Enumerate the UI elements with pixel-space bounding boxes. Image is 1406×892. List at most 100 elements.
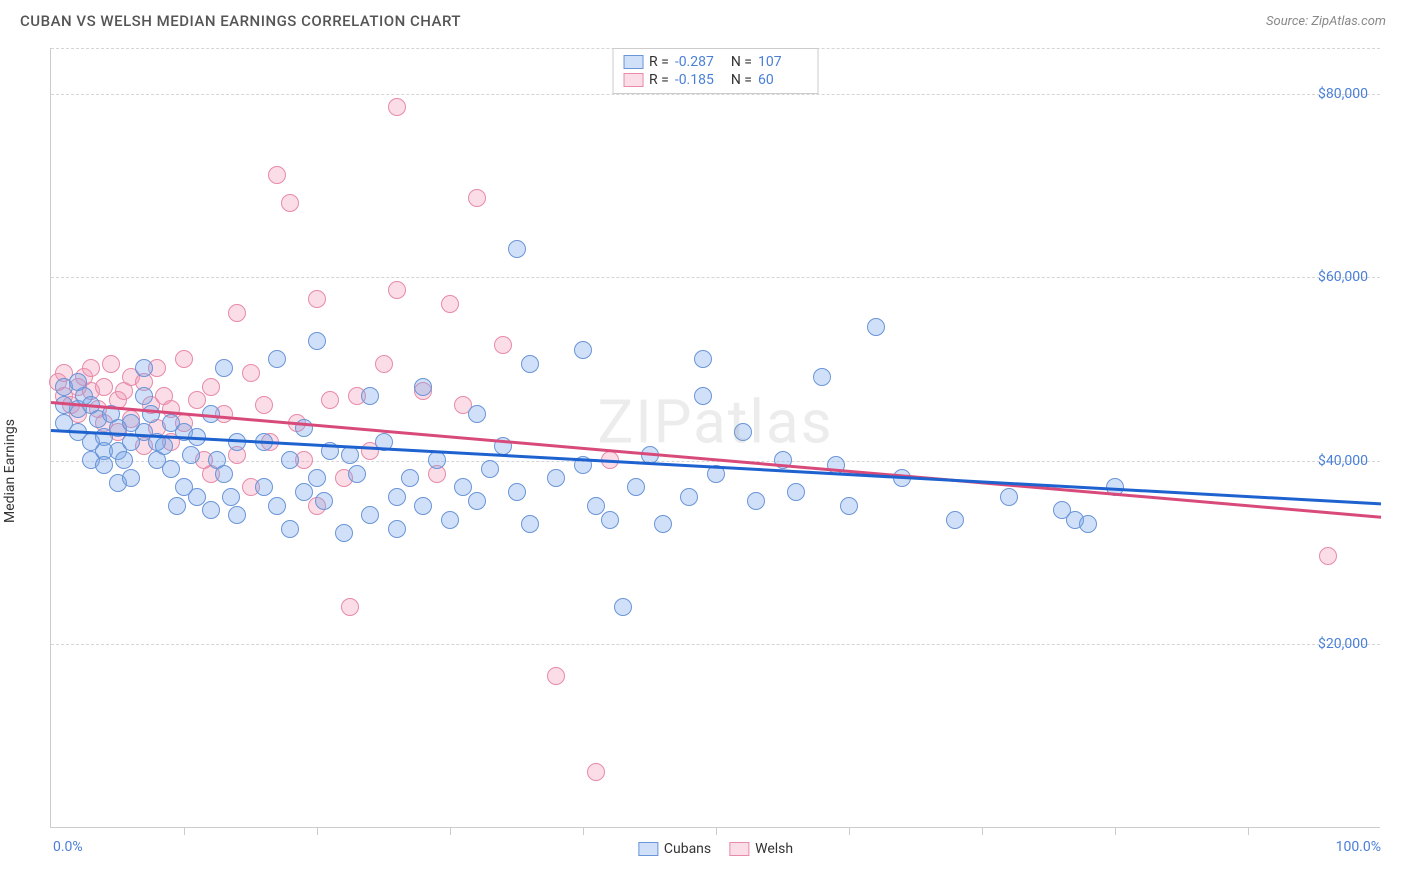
x-tick bbox=[450, 827, 451, 835]
plot-area: ZIPatlas R = -0.287 N = 107 R = -0.185 N… bbox=[50, 48, 1380, 828]
gridline bbox=[51, 461, 1380, 462]
data-point bbox=[155, 437, 173, 455]
chart-container: Median Earnings ZIPatlas R = -0.287 N = … bbox=[0, 38, 1406, 888]
y-tick-label: $40,000 bbox=[1318, 453, 1368, 469]
data-point bbox=[388, 98, 406, 116]
data-point bbox=[348, 465, 366, 483]
data-point bbox=[680, 488, 698, 506]
data-point bbox=[388, 520, 406, 538]
data-point bbox=[115, 451, 133, 469]
data-point bbox=[375, 355, 393, 373]
legend-item-cubans: Cubans bbox=[638, 841, 711, 857]
data-point bbox=[401, 469, 419, 487]
data-point bbox=[1000, 488, 1018, 506]
x-tick-label-max: 100.0% bbox=[1336, 839, 1381, 855]
data-point bbox=[521, 355, 539, 373]
data-point bbox=[308, 332, 326, 350]
data-point bbox=[747, 492, 765, 510]
data-point bbox=[315, 492, 333, 510]
data-point bbox=[468, 492, 486, 510]
data-point bbox=[228, 506, 246, 524]
swatch-welsh-icon bbox=[729, 842, 749, 856]
data-point bbox=[481, 460, 499, 478]
data-point bbox=[428, 451, 446, 469]
data-point bbox=[654, 515, 672, 533]
data-point bbox=[441, 295, 459, 313]
data-point bbox=[142, 405, 160, 423]
data-point bbox=[95, 456, 113, 474]
series-legend: Cubans Welsh bbox=[638, 841, 793, 857]
data-point bbox=[694, 387, 712, 405]
swatch-cubans-icon bbox=[623, 55, 643, 69]
data-point bbox=[268, 350, 286, 368]
data-point bbox=[295, 483, 313, 501]
y-tick-label: $80,000 bbox=[1318, 86, 1368, 102]
data-point bbox=[341, 598, 359, 616]
data-point bbox=[414, 497, 432, 515]
data-point bbox=[867, 318, 885, 336]
data-point bbox=[441, 511, 459, 529]
data-point bbox=[361, 387, 379, 405]
data-point bbox=[946, 511, 964, 529]
x-tick bbox=[184, 827, 185, 835]
x-tick bbox=[583, 827, 584, 835]
data-point bbox=[168, 497, 186, 515]
stats-legend: R = -0.287 N = 107 R = -0.185 N = 60 bbox=[612, 48, 819, 94]
stats-row-welsh: R = -0.185 N = 60 bbox=[623, 71, 808, 89]
data-point bbox=[308, 290, 326, 308]
data-point bbox=[388, 281, 406, 299]
watermark: ZIPatlas bbox=[597, 386, 833, 457]
y-tick-label: $60,000 bbox=[1318, 269, 1368, 285]
data-point bbox=[840, 497, 858, 515]
data-point bbox=[508, 240, 526, 258]
data-point bbox=[547, 667, 565, 685]
data-point bbox=[574, 341, 592, 359]
data-point bbox=[268, 497, 286, 515]
data-point bbox=[813, 368, 831, 386]
data-point bbox=[521, 515, 539, 533]
data-point bbox=[361, 506, 379, 524]
data-point bbox=[175, 350, 193, 368]
gridline bbox=[51, 277, 1380, 278]
data-point bbox=[468, 405, 486, 423]
data-point bbox=[787, 483, 805, 501]
data-point bbox=[494, 336, 512, 354]
data-point bbox=[182, 446, 200, 464]
data-point bbox=[255, 478, 273, 496]
swatch-welsh-icon bbox=[623, 73, 643, 87]
data-point bbox=[414, 378, 432, 396]
data-point bbox=[388, 488, 406, 506]
data-point bbox=[1319, 547, 1337, 565]
data-point bbox=[468, 189, 486, 207]
data-point bbox=[162, 460, 180, 478]
data-point bbox=[122, 469, 140, 487]
data-point bbox=[694, 350, 712, 368]
data-point bbox=[135, 359, 153, 377]
data-point bbox=[1079, 515, 1097, 533]
data-point bbox=[268, 166, 286, 184]
x-tick bbox=[716, 827, 717, 835]
gridline bbox=[51, 644, 1380, 645]
x-tick-label-min: 0.0% bbox=[53, 839, 83, 855]
data-point bbox=[508, 483, 526, 501]
data-point bbox=[308, 469, 326, 487]
x-tick bbox=[849, 827, 850, 835]
data-point bbox=[102, 355, 120, 373]
x-tick bbox=[982, 827, 983, 835]
data-point bbox=[215, 359, 233, 377]
data-point bbox=[601, 511, 619, 529]
swatch-cubans-icon bbox=[638, 842, 658, 856]
data-point bbox=[335, 524, 353, 542]
x-tick bbox=[1248, 827, 1249, 835]
chart-title: CUBAN VS WELSH MEDIAN EARNINGS CORRELATI… bbox=[20, 12, 461, 30]
gridline bbox=[51, 94, 1380, 95]
data-point bbox=[215, 465, 233, 483]
data-point bbox=[627, 478, 645, 496]
data-point bbox=[547, 469, 565, 487]
data-point bbox=[222, 488, 240, 506]
stats-row-cubans: R = -0.287 N = 107 bbox=[623, 53, 808, 71]
data-point bbox=[135, 387, 153, 405]
data-point bbox=[281, 520, 299, 538]
source-attribution: Source: ZipAtlas.com bbox=[1266, 14, 1386, 29]
data-point bbox=[255, 396, 273, 414]
